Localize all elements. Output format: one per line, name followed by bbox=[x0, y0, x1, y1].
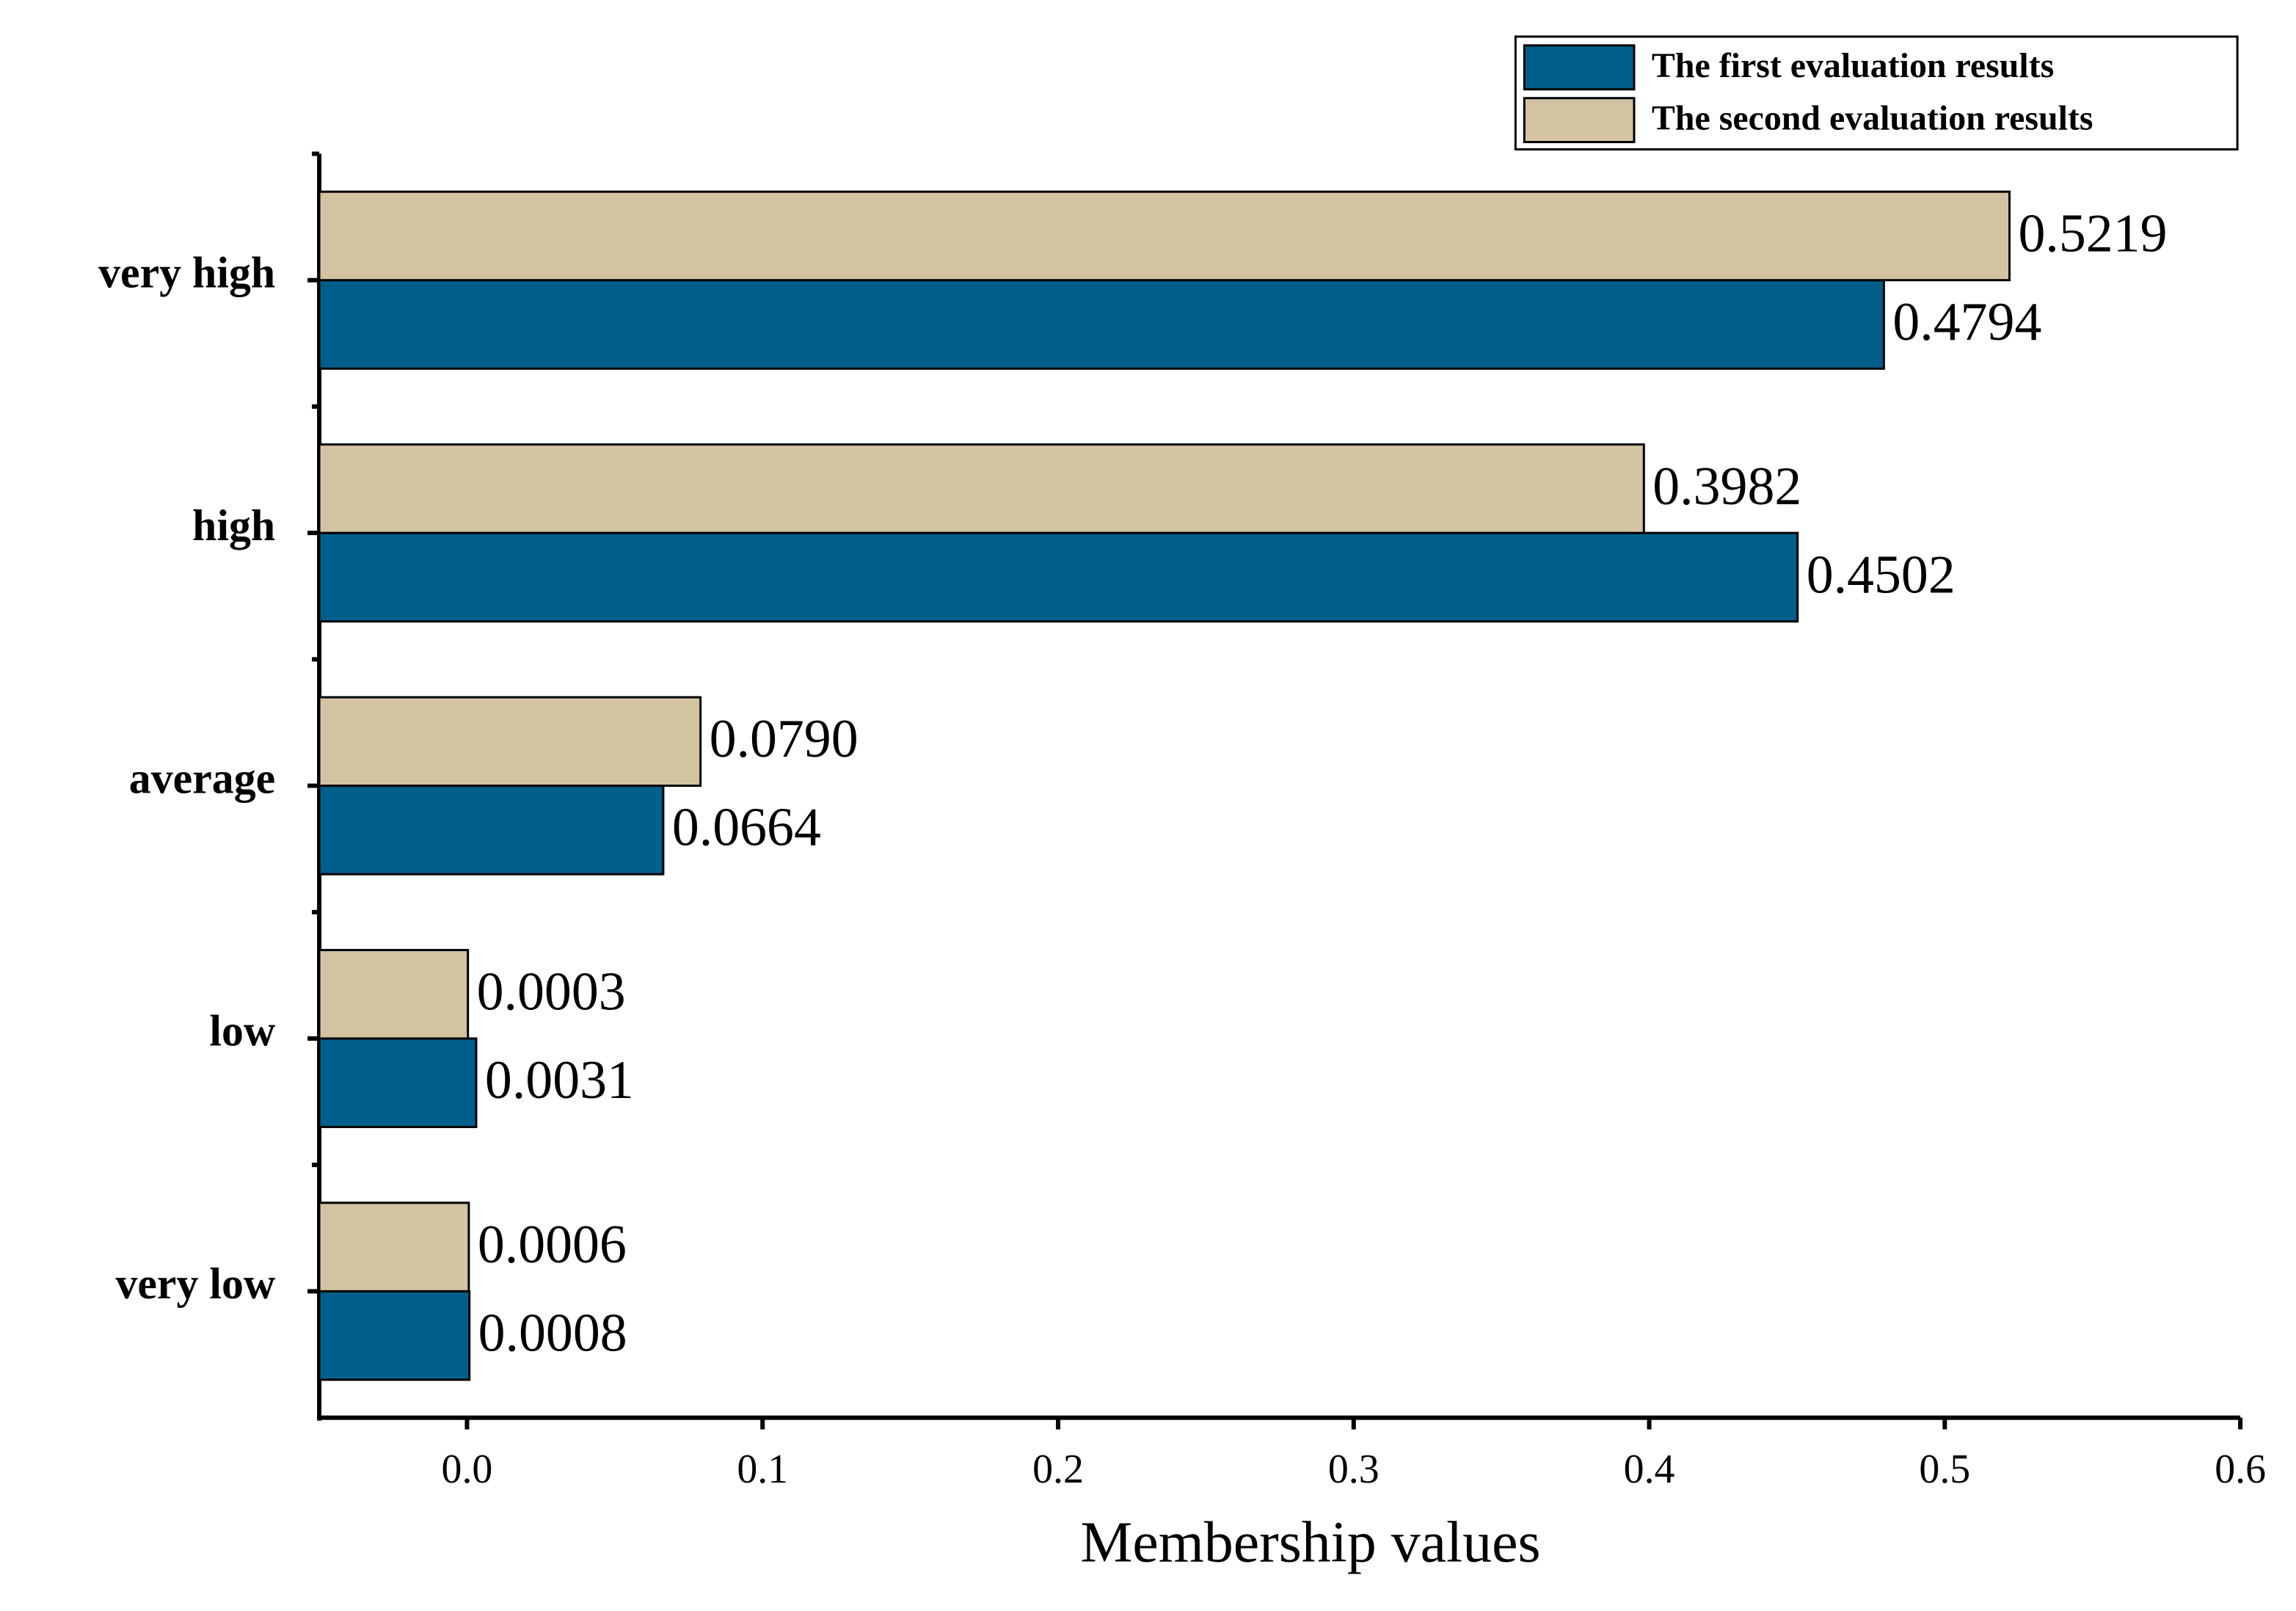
x-tick-label: 0.0 bbox=[442, 1447, 493, 1492]
bar bbox=[318, 948, 470, 1040]
legend-label: The second evaluation results bbox=[1652, 99, 2093, 138]
x-tick-label: 0.2 bbox=[1032, 1447, 1084, 1492]
legend-label: The first evaluation results bbox=[1652, 46, 2054, 85]
bar bbox=[318, 785, 665, 876]
bar bbox=[318, 1037, 478, 1129]
bar bbox=[318, 1290, 471, 1381]
value-label: 0.0031 bbox=[485, 1050, 634, 1110]
bar bbox=[318, 531, 1799, 623]
legend-box bbox=[1514, 35, 2239, 151]
value-label: 0.3982 bbox=[1652, 456, 1801, 516]
x-tick-label: 0.6 bbox=[2215, 1447, 2266, 1492]
y-tick-label: very low bbox=[115, 1259, 275, 1308]
bar bbox=[318, 696, 702, 788]
value-label: 0.5219 bbox=[2019, 203, 2168, 263]
value-label: 0.0790 bbox=[710, 708, 859, 768]
value-label: 0.0664 bbox=[672, 797, 821, 857]
x-tick-label: 0.1 bbox=[737, 1447, 788, 1492]
bar bbox=[318, 279, 1885, 370]
bar bbox=[318, 443, 1645, 534]
x-tick-label: 0.5 bbox=[1919, 1447, 1970, 1492]
bar bbox=[318, 190, 2011, 282]
y-tick-label: average bbox=[129, 754, 275, 802]
x-axis-title: Membership values bbox=[1080, 1510, 1540, 1575]
value-label: 0.4794 bbox=[1892, 291, 2041, 352]
value-label: 0.0008 bbox=[478, 1303, 627, 1363]
y-tick-label: very high bbox=[98, 248, 275, 297]
y-tick-label: low bbox=[209, 1007, 275, 1055]
value-label: 0.4502 bbox=[1807, 544, 1956, 604]
legend-swatch bbox=[1523, 44, 1636, 91]
x-tick-label: 0.3 bbox=[1328, 1447, 1380, 1492]
bar bbox=[318, 1201, 470, 1292]
value-label: 0.0006 bbox=[478, 1214, 627, 1274]
y-tick-label: high bbox=[192, 501, 275, 550]
legend-swatch bbox=[1523, 97, 1636, 144]
x-tick-label: 0.4 bbox=[1624, 1447, 1675, 1492]
value-label: 0.0003 bbox=[477, 961, 626, 1022]
